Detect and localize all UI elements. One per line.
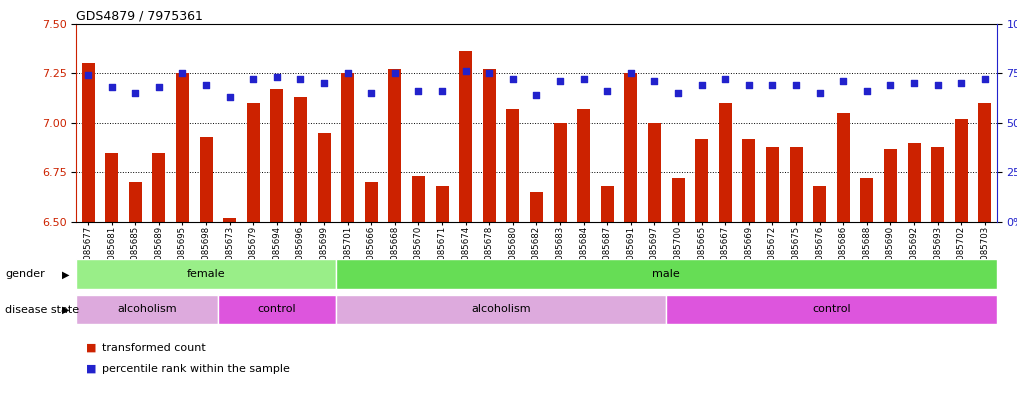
Bar (483, 69, 495, 222)
Bar (719, 103, 732, 222)
Bar (578, 109, 590, 222)
Bar (460, 51, 472, 222)
Bar (105, 152, 118, 222)
Point (930, 82, 946, 88)
Bar (76, 295, 218, 324)
Bar (247, 103, 259, 222)
Point (151, 84, 167, 90)
Bar (388, 69, 402, 222)
Bar (814, 186, 826, 222)
Point (386, 70, 403, 76)
Bar (884, 149, 897, 222)
Text: ■: ■ (86, 364, 97, 374)
Text: gender: gender (5, 269, 45, 279)
Bar (435, 186, 448, 222)
Bar (789, 147, 802, 222)
Point (504, 76, 521, 82)
Bar (955, 119, 968, 222)
Text: ■: ■ (86, 343, 97, 353)
Point (552, 78, 569, 84)
Text: ▶: ▶ (62, 269, 69, 279)
Bar (601, 186, 613, 222)
Text: control: control (257, 305, 296, 314)
Bar (317, 133, 331, 222)
Point (292, 76, 308, 82)
Point (410, 88, 426, 94)
Text: control: control (813, 305, 851, 314)
Bar (341, 73, 354, 222)
Bar (530, 192, 543, 222)
Text: female: female (187, 269, 226, 279)
Point (80, 72, 97, 78)
Bar (336, 295, 666, 324)
Point (198, 82, 215, 88)
Bar (671, 178, 684, 222)
Bar (742, 139, 756, 222)
Bar (176, 73, 189, 222)
Point (599, 88, 615, 94)
Bar (336, 259, 997, 289)
Bar (766, 147, 779, 222)
Bar (153, 152, 166, 222)
Bar (648, 123, 661, 222)
Bar (271, 89, 284, 222)
Bar (199, 137, 213, 222)
Text: ▶: ▶ (62, 305, 69, 315)
Point (717, 76, 733, 82)
Point (647, 78, 663, 84)
Point (174, 70, 190, 76)
Text: alcoholism: alcoholism (471, 305, 531, 314)
Point (788, 82, 804, 88)
Point (740, 82, 757, 88)
Point (268, 74, 285, 80)
Bar (837, 113, 850, 222)
Point (434, 88, 451, 94)
Point (529, 92, 545, 98)
Bar (506, 109, 520, 222)
Point (812, 90, 828, 96)
Point (222, 94, 238, 100)
Bar (666, 295, 997, 324)
Bar (218, 295, 336, 324)
Point (576, 76, 592, 82)
Point (481, 70, 497, 76)
Point (340, 70, 356, 76)
Bar (860, 178, 874, 222)
Bar (624, 73, 638, 222)
Point (104, 84, 120, 90)
Bar (696, 139, 708, 222)
Text: GDS4879 / 7975361: GDS4879 / 7975361 (76, 9, 203, 22)
Point (458, 68, 474, 74)
Bar (553, 123, 566, 222)
Point (127, 90, 143, 96)
Point (622, 70, 639, 76)
Point (976, 76, 993, 82)
Point (906, 80, 922, 86)
Bar (907, 143, 920, 222)
Point (765, 82, 781, 88)
Bar (294, 97, 307, 222)
Bar (76, 259, 336, 289)
Text: disease state: disease state (5, 305, 79, 315)
Point (883, 82, 899, 88)
Bar (223, 218, 236, 222)
Point (670, 90, 686, 96)
Bar (81, 63, 95, 222)
Text: alcoholism: alcoholism (117, 305, 177, 314)
Bar (365, 182, 377, 222)
Text: transformed count: transformed count (102, 343, 205, 353)
Point (953, 80, 969, 86)
Point (835, 78, 851, 84)
Text: percentile rank within the sample: percentile rank within the sample (102, 364, 290, 374)
Bar (932, 147, 944, 222)
Text: male: male (652, 269, 680, 279)
Point (316, 80, 333, 86)
Point (694, 82, 710, 88)
Bar (412, 176, 425, 222)
Bar (129, 182, 141, 222)
Point (245, 76, 261, 82)
Bar (978, 103, 992, 222)
Point (858, 88, 875, 94)
Point (363, 90, 379, 96)
